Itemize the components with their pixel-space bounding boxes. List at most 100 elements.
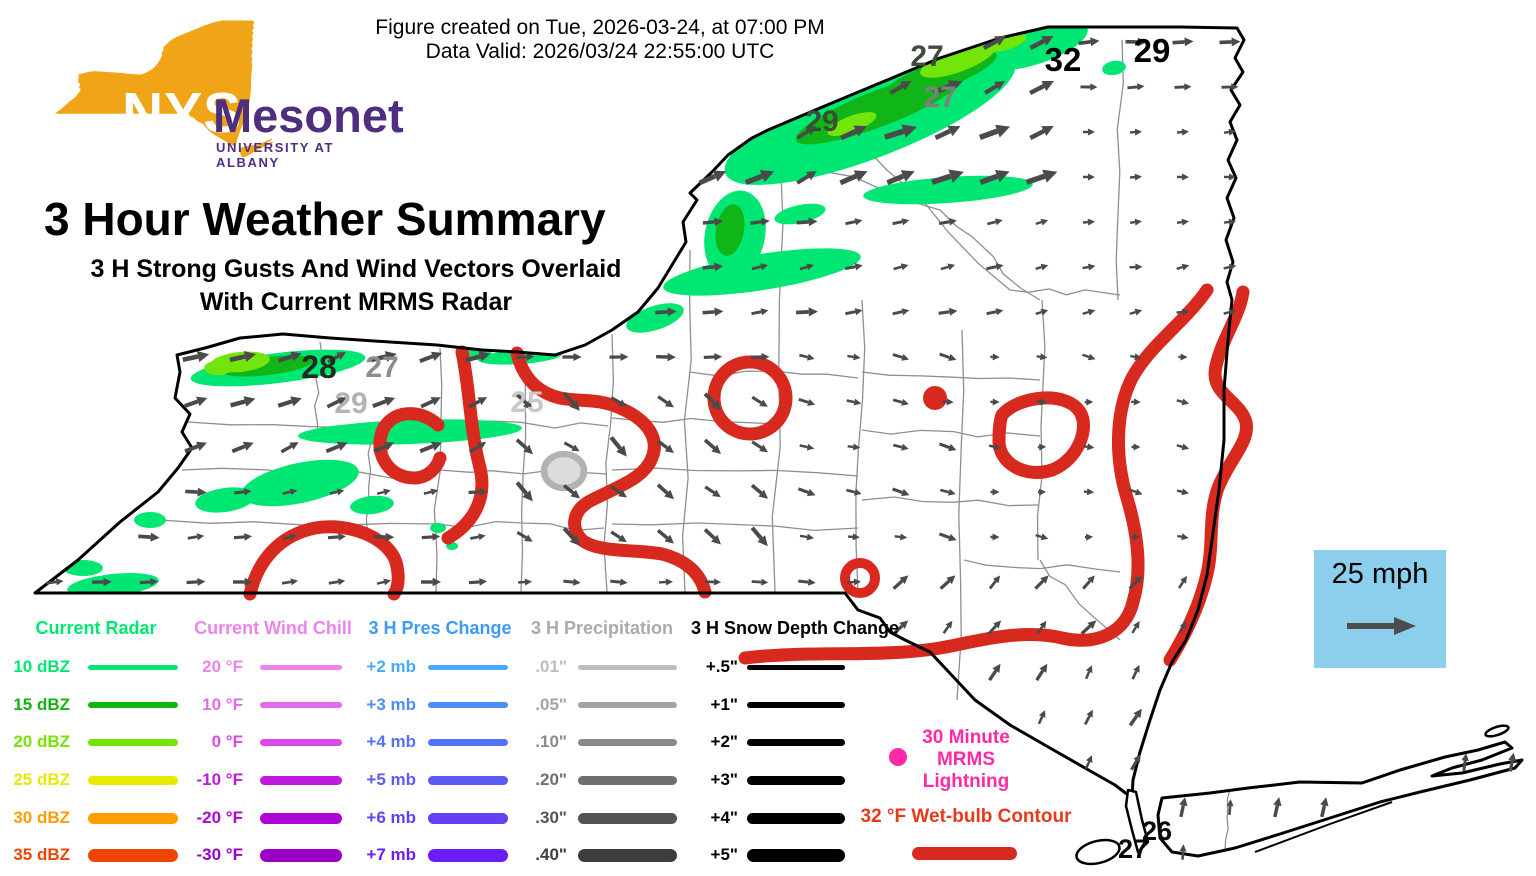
subtitle-line2: With Current MRMS Radar [199, 288, 513, 316]
legend-label-snow-depth-0: +.5" [705, 657, 738, 676]
legend-line-precipitation-3 [578, 775, 677, 785]
legend-label-wind-chill-0: 20 °F [202, 657, 243, 676]
gust-label: 27 [923, 81, 956, 114]
legend-line-snow-depth-4 [747, 812, 845, 824]
legend-line-snow-depth-5 [747, 848, 845, 862]
legend-line-snow-depth-3 [747, 775, 845, 785]
legend-label-wind-chill-1: 10 °F [202, 695, 243, 714]
gust-label: 28 [301, 349, 337, 385]
wind-scale-arrow-icon [1347, 617, 1416, 635]
legend-label-radar-4: 30 dBZ [13, 808, 70, 827]
legend-line-pres-change-2 [428, 738, 508, 746]
gust-label: 26 [1142, 816, 1172, 846]
legend-header-precipitation: 3 H Precipitation [530, 618, 674, 638]
lightning-label-line-0: 30 Minute [922, 727, 1010, 748]
legend-label-radar-5: 35 dBZ [13, 845, 70, 864]
legend-line-pres-change-3 [428, 775, 508, 785]
wind-vectors [46, 35, 1517, 860]
lightning-dot-icon [889, 748, 907, 766]
legend-label-pres-change-5: +7 mb [366, 845, 416, 864]
gust-label: 29 [334, 387, 367, 420]
lightning-label-line-1: MRMS [936, 749, 996, 770]
legend-label-pres-change-3: +5 mb [366, 770, 416, 789]
legend-label-precipitation-3: .20" [535, 770, 567, 789]
legend-line-wind-chill-5 [260, 848, 342, 862]
logo-nys-text: NYS [122, 81, 243, 145]
legend-header-wind-chill: Current Wind Chill [194, 618, 352, 638]
legend-line-radar-4 [88, 812, 178, 824]
ny-state-logo-icon [54, 20, 274, 158]
legend-label-pres-change-1: +3 mb [366, 695, 416, 714]
legend-line-pres-change-5 [428, 848, 508, 862]
legend-label-precipitation-2: .10" [535, 732, 567, 751]
legend-line-precipitation-2 [578, 738, 677, 746]
legend-line-precipitation-4 [578, 812, 677, 824]
legend-label-wind-chill-4: -20 °F [196, 808, 243, 827]
legend-label-snow-depth-5: +5" [710, 845, 738, 864]
gust-label: 25 [510, 386, 543, 419]
figure-created-text: Figure created on Tue, 2026-03-24, at 07… [375, 16, 825, 39]
state-border [33, 25, 1524, 866]
data-valid-text: Data Valid: 2026/03/24 22:55:00 UTC [425, 40, 775, 63]
wetbulb-label: 32 °F Wet-bulb Contour [860, 806, 1072, 827]
legend-label-wind-chill-2: 0 °F [211, 732, 243, 751]
legend-line-radar-5 [88, 848, 178, 862]
legend-label-radar-0: 10 dBZ [13, 657, 70, 676]
legend-line-snow-depth-2 [747, 738, 845, 746]
legend-label-wind-chill-5: -30 °F [196, 845, 243, 864]
legend-header-radar: Current Radar [35, 618, 157, 638]
legend-line-pres-change-1 [428, 702, 508, 708]
legend-line-pres-change-4 [428, 812, 508, 824]
legend-line-snow-depth-1 [747, 702, 845, 708]
logo-mesonet-text: Mesonet [213, 89, 404, 142]
legend-label-precipitation-1: .05" [535, 695, 567, 714]
legend-label-pres-change-4: +6 mb [366, 808, 416, 827]
ny-silhouette-icon [54, 20, 274, 158]
legend-line-wind-chill-0 [260, 664, 342, 670]
legend-line-precipitation-5 [578, 848, 677, 862]
legend-line-pres-change-0 [428, 664, 508, 670]
wetbulb-line [912, 847, 1017, 860]
legend-label-snow-depth-4: +4" [710, 808, 738, 827]
legend-line-radar-3 [88, 775, 178, 785]
radar-echoes [63, 27, 1126, 597]
legend-label-precipitation-5: .40" [535, 845, 567, 864]
wind-scale-label: 25 mph [1331, 558, 1429, 590]
gust-label: 27 [365, 351, 398, 384]
legend-label-snow-depth-2: +2" [710, 732, 738, 751]
legend-line-radar-0 [88, 664, 178, 670]
logo-university-text: UNIVERSITY AT ALBANY [216, 140, 335, 170]
legend-line-wind-chill-3 [260, 775, 342, 785]
legend-label-pres-change-0: +2 mb [366, 657, 416, 676]
legend-label-precipitation-0: .01" [535, 657, 567, 676]
legend-line-radar-2 [88, 738, 178, 746]
subtitle-line1: 3 H Strong Gusts And Wind Vectors Overla… [90, 255, 622, 283]
gray-contour-blob [540, 450, 588, 492]
legend-header-snow-depth: 3 H Snow Depth Change [690, 618, 900, 638]
page-title: 3 Hour Weather Summary [44, 193, 606, 245]
gust-label: 32 [1045, 41, 1082, 78]
gust-label: 27 [1118, 834, 1148, 864]
gust-label: 29 [1134, 32, 1171, 69]
legend-label-radar-3: 25 dBZ [13, 770, 70, 789]
legend-label-wind-chill-3: -10 °F [196, 770, 243, 789]
legend-line-precipitation-0 [578, 664, 677, 670]
wind-scale-box: 25 mph [1314, 550, 1446, 668]
lightning-label-line-2: Lightning [922, 771, 1010, 792]
legend-line-precipitation-1 [578, 702, 677, 708]
legend-line-wind-chill-2 [260, 738, 342, 746]
gust-label: 29 [805, 105, 838, 138]
mesonet-logo: NYS Mesonet UNIVERSITY AT ALBANY [20, 8, 404, 178]
legend-line-snow-depth-0 [747, 664, 845, 670]
legend-header-pres-change: 3 H Pres Change [368, 618, 512, 638]
legend-label-snow-depth-3: +3" [710, 770, 738, 789]
legend-line-radar-1 [88, 702, 178, 708]
legend-line-wind-chill-1 [260, 702, 342, 708]
legend-label-radar-1: 15 dBZ [13, 695, 70, 714]
legend-label-radar-2: 20 dBZ [13, 732, 70, 751]
legend-line-wind-chill-4 [260, 812, 342, 824]
legend-label-pres-change-2: +4 mb [366, 732, 416, 751]
